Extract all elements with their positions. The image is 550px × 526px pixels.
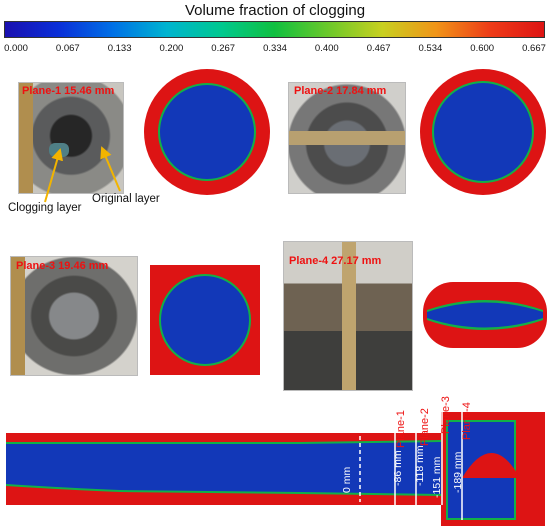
original-layer-annotation: Original layer bbox=[92, 193, 160, 205]
photo-plane-4 bbox=[283, 241, 413, 391]
position-0mm: 0 mm bbox=[341, 466, 353, 493]
position-minus-118mm: -118 mm bbox=[414, 445, 426, 486]
colorbar-tick: 0.000 bbox=[4, 43, 28, 54]
photo-plane-2 bbox=[288, 82, 406, 194]
plane-2-label: Plane-2 17.84 mm bbox=[294, 85, 387, 97]
clogging-layer-annotation: Clogging layer bbox=[8, 202, 82, 214]
plane-3-label: Plane-3 19.46 mm bbox=[16, 260, 109, 272]
colorbar-tick: 0.400 bbox=[314, 43, 339, 54]
cross-section-plane-4 bbox=[423, 282, 547, 348]
photo-plane-1 bbox=[18, 82, 124, 194]
plane-4-tag: Plane-4 bbox=[461, 402, 473, 440]
plane-1-tag: Plane-1 bbox=[395, 410, 407, 448]
colorbar-tick: 0.267 bbox=[211, 43, 236, 54]
colorbar-tick: 0.467 bbox=[366, 43, 391, 54]
colorbar-tick: 0.667 bbox=[522, 43, 546, 54]
colorbar-tick: 0.534 bbox=[418, 43, 443, 54]
colorbar-tick: 0.200 bbox=[159, 43, 184, 54]
plane-1-label: Plane-1 15.46 mm bbox=[22, 85, 115, 97]
colorbar-tick: 0.334 bbox=[263, 43, 287, 54]
position-minus-151mm: -151 mm bbox=[431, 456, 443, 498]
colorbar-tick: 0.600 bbox=[470, 43, 495, 54]
colorbar-title: Volume fraction of clogging bbox=[184, 2, 366, 19]
position-minus-189mm: -189 mm bbox=[452, 451, 464, 493]
longitudinal-section bbox=[6, 410, 545, 526]
cross-section-plane-3 bbox=[150, 265, 260, 375]
cross-section-plane-2 bbox=[420, 69, 546, 195]
colorbar-tick: 0.067 bbox=[55, 43, 80, 54]
plane-3-tag: Plane-3 bbox=[440, 396, 452, 434]
colorbar-tick: 0.133 bbox=[107, 43, 132, 54]
plane-2-tag: Plane-2 bbox=[419, 408, 431, 446]
position-minus-86mm: -86 mm bbox=[392, 450, 404, 486]
colorbar-gradient bbox=[4, 21, 545, 38]
cross-section-plane-1 bbox=[144, 69, 270, 195]
photo-plane-3 bbox=[10, 256, 138, 376]
plane-4-label: Plane-4 27.17 mm bbox=[289, 255, 382, 267]
